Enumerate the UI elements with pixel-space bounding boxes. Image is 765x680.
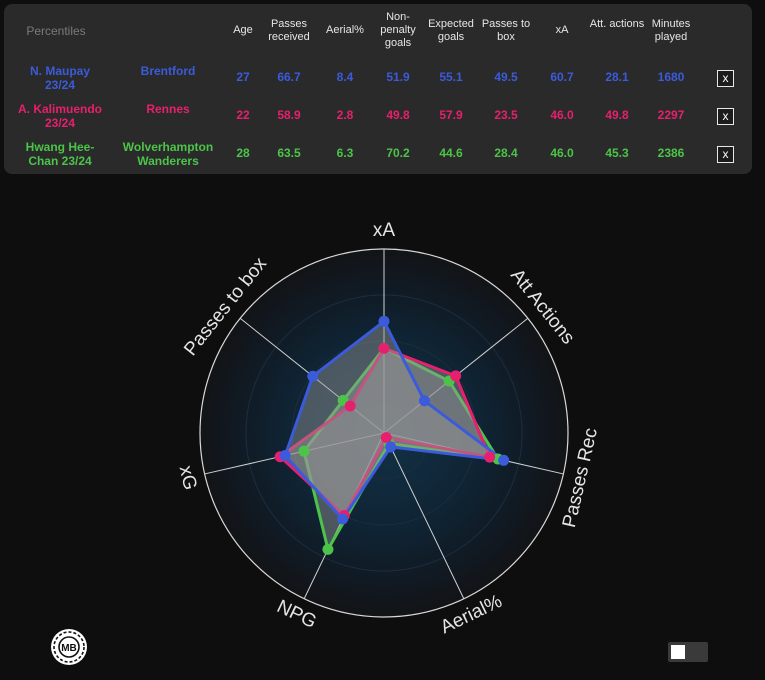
team-name: Wolverhampton Wanderers — [122, 140, 214, 168]
stat-value: 2297 — [657, 108, 685, 122]
stat-value: 2.8 — [336, 108, 354, 122]
comparison-table: Percentiles Age Passes received Aerial% Non… — [4, 4, 752, 174]
data-point — [307, 370, 319, 382]
remove-player-button[interactable]: x — [717, 146, 734, 163]
stat-value: 49.5 — [494, 70, 518, 84]
column-header: Expected goals — [428, 18, 474, 43]
theme-toggle[interactable] — [668, 642, 708, 662]
column-header: Age — [233, 24, 253, 36]
stat-value: 22 — [236, 108, 250, 122]
player-name: Hwang Hee-Chan 23/24 — [25, 140, 95, 168]
stat-value: 46.0 — [550, 146, 574, 160]
radar-spoke — [204, 432, 385, 475]
stat-value: 49.8 — [605, 108, 629, 122]
column-header: Minutes played — [651, 18, 691, 43]
series-area — [283, 319, 506, 521]
stat-value: 6.3 — [336, 146, 354, 160]
stat-value: 1680 — [657, 70, 685, 84]
stat-value: 27 — [236, 70, 250, 84]
stat-value: 28 — [236, 146, 250, 160]
team-name: Brentford — [140, 64, 196, 78]
stat-value: 60.7 — [550, 70, 574, 84]
stat-value: 66.7 — [277, 70, 301, 84]
data-point — [298, 445, 310, 457]
data-point — [484, 451, 496, 463]
data-point — [337, 513, 349, 525]
data-point — [385, 441, 397, 453]
stat-value: 49.8 — [386, 108, 410, 122]
stat-value: 8.4 — [336, 70, 354, 84]
data-point — [378, 315, 390, 327]
logo-text: MB — [61, 643, 77, 654]
column-header: xA — [555, 24, 569, 36]
stat-value: 58.9 — [277, 108, 301, 122]
axis-label: xG — [175, 464, 201, 492]
stat-value: 45.3 — [605, 146, 629, 160]
stat-value: 57.9 — [439, 108, 463, 122]
radar-spoke — [383, 432, 465, 599]
column-header: Aerial% — [326, 24, 364, 36]
remove-player-button[interactable]: x — [717, 70, 734, 87]
stat-value: 2386 — [657, 146, 685, 160]
percentiles-label: Percentiles — [26, 24, 86, 38]
stat-value: 55.1 — [439, 70, 463, 84]
data-point — [279, 450, 291, 462]
stat-value: 70.2 — [386, 146, 410, 160]
player-name: N. Maupay 23/24 — [29, 64, 90, 92]
data-point — [344, 400, 356, 412]
team-name: Rennes — [146, 102, 190, 116]
column-header: Att. actions — [589, 18, 645, 30]
column-header: Non-penalty goals — [380, 11, 416, 49]
stat-value: 28.4 — [494, 146, 518, 160]
mb-logo-icon: MB — [51, 629, 87, 665]
player-name: A. Kalimuendo 23/24 — [17, 102, 102, 130]
stat-value: 51.9 — [386, 70, 410, 84]
column-header: Passes received — [268, 18, 310, 43]
toggle-knob — [671, 645, 685, 659]
data-point — [418, 395, 430, 407]
data-point — [498, 454, 510, 466]
stat-value: 46.0 — [550, 108, 574, 122]
stat-value: 28.1 — [605, 70, 629, 84]
data-point — [322, 543, 334, 555]
remove-player-button[interactable]: x — [717, 108, 734, 125]
stat-value: 63.5 — [277, 146, 301, 160]
data-point — [378, 342, 390, 354]
series-area — [278, 346, 492, 518]
axis-label: xA — [373, 220, 396, 241]
data-point — [380, 432, 392, 444]
stat-value: 23.5 — [494, 108, 518, 122]
column-header: Passes to box — [481, 18, 531, 43]
data-point — [450, 370, 462, 382]
stat-value: 44.6 — [439, 146, 463, 160]
